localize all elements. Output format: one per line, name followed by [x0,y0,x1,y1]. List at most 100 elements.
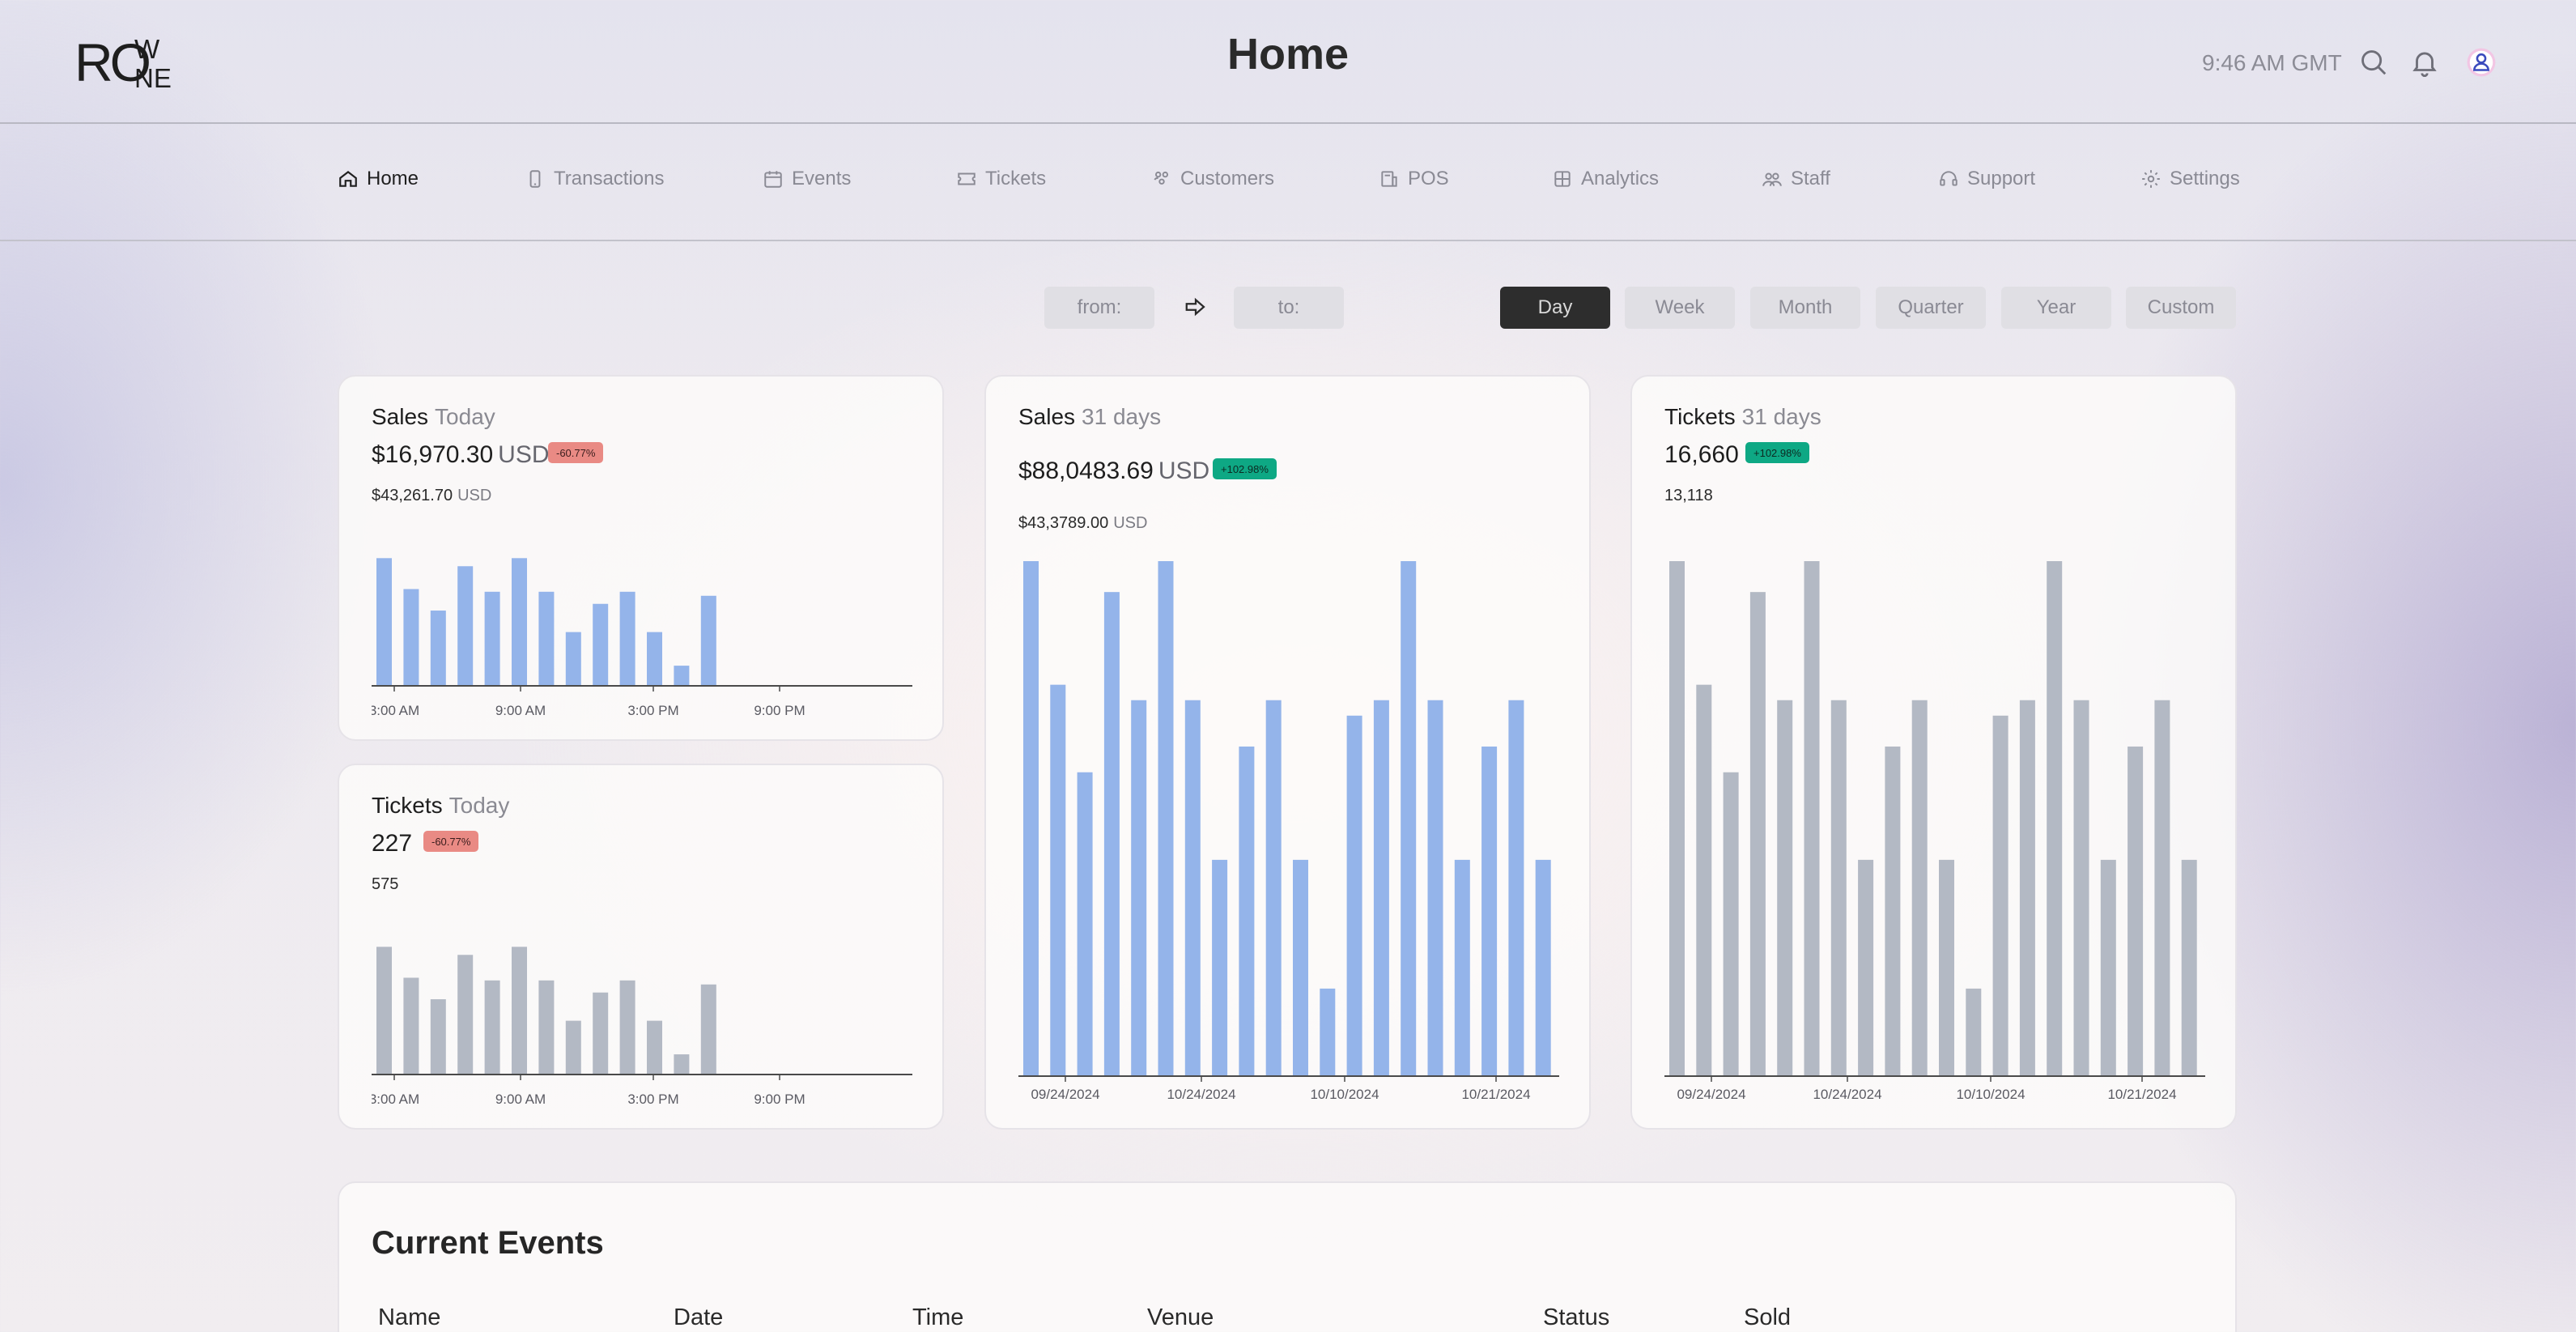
svg-text:RO: RO [74,34,150,91]
nav-item-analytics[interactable]: Analytics [1552,168,1659,190]
nav-item-label: Support [1967,168,2036,189]
nav-item-label: Staff [1791,168,1830,189]
period-day-button[interactable]: Day [1500,287,1610,329]
previous-value: $43,261.70 USD [372,487,492,504]
chart-bar [1158,561,1174,1076]
period-quarter-button[interactable]: Quarter [1876,287,1986,329]
home-icon [339,170,357,187]
x-tick-label: 3:00 AM [372,1092,419,1107]
user-avatar-icon[interactable] [2466,47,2497,78]
chart-bar [538,980,555,1075]
bell-icon[interactable] [2409,47,2440,78]
nav-item-pos[interactable]: POS [1379,168,1449,190]
chart-bar [1050,684,1066,1076]
nav-item-transactions[interactable]: Transactions [525,168,665,190]
period-year-button[interactable]: Year [2001,287,2111,329]
nav-item-tickets[interactable]: Tickets [956,168,1046,190]
x-tick-label: 10/10/2024 [1310,1087,1379,1102]
chart-bar [2128,746,2144,1076]
previous-value: 575 [372,875,399,893]
calendar-icon [764,171,782,188]
column-header-sold[interactable]: Sold [1744,1304,1792,1330]
chart-bar [1992,715,2009,1076]
chart-bar [403,977,419,1075]
period-week-button[interactable]: Week [1625,287,1735,329]
period-month-button[interactable]: Month [1750,287,1860,329]
nav-item-events[interactable]: Events [763,168,851,190]
column-header-time[interactable]: Time [912,1304,964,1330]
nav-item-home[interactable]: Home [338,168,419,190]
chart-bar [619,591,635,686]
chart-bar [1184,700,1201,1076]
chart-bar [430,611,446,686]
chart-bar [1373,700,1389,1076]
brand-logo[interactable]: RO W NE [74,32,173,93]
chart-bar [1454,859,1470,1076]
chart-bar [457,955,474,1075]
chart-bar [647,632,662,686]
chart-bar [1508,700,1524,1076]
svg-text:W: W [134,34,160,64]
nav-item-support[interactable]: Support [1938,168,2035,190]
staff-icon [1762,172,1782,186]
search-icon[interactable] [2358,47,2389,78]
chart-bar [1939,859,1954,1076]
app-header: RO W NE Home 9:46 AM GMT [0,0,2576,124]
chart-bar [619,980,635,1075]
column-header-venue[interactable]: Venue [1147,1304,1214,1330]
chart-bar [593,992,609,1075]
chart-bar [1830,700,1847,1076]
nav-item-label: Transactions [554,168,665,189]
tickets-31-value: 16,660 [1664,441,1739,468]
x-tick-label: 10/24/2024 [1167,1087,1235,1102]
nav-item-staff[interactable]: Staff [1762,168,1830,190]
column-header-name[interactable]: Name [378,1304,441,1330]
chart-bar [1885,746,1901,1076]
chart-bar [700,595,716,686]
sales-31-days-card: Sales 31 days $88,0483.69 USD +102.98% $43… [984,375,1591,1130]
chart-bar [430,999,446,1075]
column-header-date[interactable]: Date [674,1304,724,1330]
sales-31-value: $88,0483.69 USD [1018,457,1210,484]
x-tick-label: 9:00 AM [495,1092,546,1107]
from-date-input[interactable]: from: [1044,287,1154,329]
chart-bar [538,591,555,686]
x-tick-label: 10/21/2024 [1461,1087,1530,1102]
column-header-status[interactable]: Status [1543,1304,1610,1330]
chart-bar [376,947,392,1075]
tickets-today-value: 227 [372,830,413,857]
chart-bar [1911,700,1928,1076]
chart-bar [2019,700,2035,1076]
nav-item-customers[interactable]: Customers [1151,168,1274,190]
x-tick-label: 10/24/2024 [1813,1087,1881,1102]
chart-bar [1858,859,1874,1076]
chart-bar [1723,772,1739,1076]
chart-bar [1212,859,1228,1076]
tickets-today-chart: 3:00 AM 9:00 AM 3:00 PM 9:00 PM [372,947,912,1107]
current-events-card: Current Events Name Date Time Venue Stat… [338,1181,2237,1332]
chart-bar [1669,561,1685,1076]
previous-value: $43,3789.00 USD [1018,514,1148,532]
chart-bar [1777,700,1793,1076]
card-title: Sales Today [372,404,495,429]
change-badge: +102.98% [1745,442,1809,463]
period-custom-button[interactable]: Custom [2126,287,2236,329]
chart-bar [2100,859,2116,1076]
chart-bar [1239,746,1255,1076]
chart-bar [2181,859,2197,1076]
x-tick-label: 9:00 PM [754,703,805,718]
x-tick-label: 09/24/2024 [1031,1087,1099,1102]
chart-bar [1265,700,1282,1076]
chart-bar [376,558,392,686]
chart-bar [1077,772,1093,1076]
nav-item-label: Events [792,168,852,189]
x-tick-label: 9:00 PM [754,1092,805,1107]
change-badge: -60.77% [548,442,604,463]
chart-bar [674,1054,690,1075]
card-title: Sales 31 days [1018,404,1162,429]
nav-item-settings[interactable]: Settings [2140,168,2240,190]
chart-bar [1749,592,1766,1076]
chart-bar [403,589,419,686]
to-date-input[interactable]: to: [1234,287,1344,329]
x-tick-label: 10/21/2024 [2107,1087,2176,1102]
